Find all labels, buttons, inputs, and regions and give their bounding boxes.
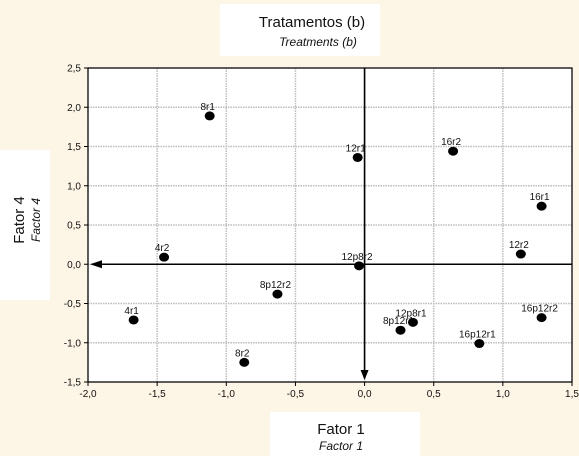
data-point — [536, 313, 547, 323]
x-tick-label: -0,5 — [287, 389, 305, 400]
y-tick-label: -1,5 — [64, 378, 82, 389]
y-label-box — [0, 150, 50, 300]
chart-subtitle: Treatments (b) — [279, 35, 357, 49]
x-label-box — [270, 412, 420, 456]
y-tick-label: 0,0 — [67, 260, 81, 271]
x-tick-label: 0,5 — [427, 389, 441, 400]
data-point — [407, 317, 418, 327]
data-point — [515, 249, 526, 259]
x-axis-label: Fator 1 — [317, 421, 365, 438]
x-axis-label-en: Factor 1 — [319, 439, 363, 453]
axes — [90, 68, 572, 380]
data-point — [128, 315, 139, 325]
y-tick-label: 2,0 — [67, 103, 81, 114]
x-tick-label: 0,0 — [358, 389, 372, 400]
data-point — [159, 252, 170, 262]
x-tick-label: 1,0 — [496, 389, 510, 400]
down-arrow-icon — [360, 370, 369, 380]
data-point — [204, 111, 215, 121]
x-tick-label: 1,5 — [565, 389, 579, 400]
point-label: 12r2 — [509, 240, 529, 251]
point-label: 8p12r2 — [260, 280, 292, 291]
ticks: -2,0 -1,5 -1,0 -0,5 0,0 0,5 1,0 1,5-1,5-1,0-0,5… — [64, 64, 579, 401]
y-tick-label: 0,5 — [67, 221, 81, 232]
point-label: 12p8r2 — [341, 252, 373, 263]
point-label: 16r2 — [441, 137, 461, 148]
point-label: 16p12r2 — [521, 304, 558, 315]
point-label: 16p12r1 — [459, 330, 496, 341]
data-point — [239, 357, 250, 367]
y-tick-label: -0,5 — [64, 299, 82, 310]
data-point — [474, 339, 485, 349]
y-axis-label-en: Factor 4 — [29, 198, 43, 242]
chart-title: Tratamentos (b) — [259, 14, 365, 31]
x-tick-label: -1,0 — [218, 389, 236, 400]
point-label: 12r1 — [346, 143, 366, 154]
point-label: 12p8r1 — [395, 308, 427, 319]
point-label: 4r2 — [155, 243, 170, 254]
data-point — [352, 152, 363, 162]
point-label: 8p12r1 — [383, 316, 415, 327]
point-label: 8r1 — [200, 102, 215, 113]
point-label: 8r2 — [235, 348, 250, 359]
y-tick-label: -1,0 — [64, 338, 82, 349]
data-point — [395, 325, 406, 335]
y-axis-label: Fator 4 — [11, 196, 28, 244]
y-tick-label: 1,5 — [67, 142, 81, 153]
plot-frame — [87, 67, 573, 383]
data-point — [536, 201, 547, 211]
data-points: 8r1 12r1 16r2 16r1 4r2 12p8r2 12r2 8p12r2 16p12r… — [124, 102, 558, 367]
point-label: 4r1 — [124, 306, 139, 317]
x-tick-label: -2,0 — [79, 389, 97, 400]
x-tick-label: -1,5 — [149, 389, 167, 400]
y-tick-label: 2,5 — [67, 64, 81, 75]
title-box — [220, 4, 380, 56]
data-point — [354, 261, 365, 271]
data-point — [448, 146, 459, 156]
y-tick-label: 1,0 — [67, 181, 81, 192]
data-point — [272, 289, 283, 299]
left-arrow-icon — [90, 260, 102, 269]
point-label: 16r1 — [530, 192, 550, 203]
